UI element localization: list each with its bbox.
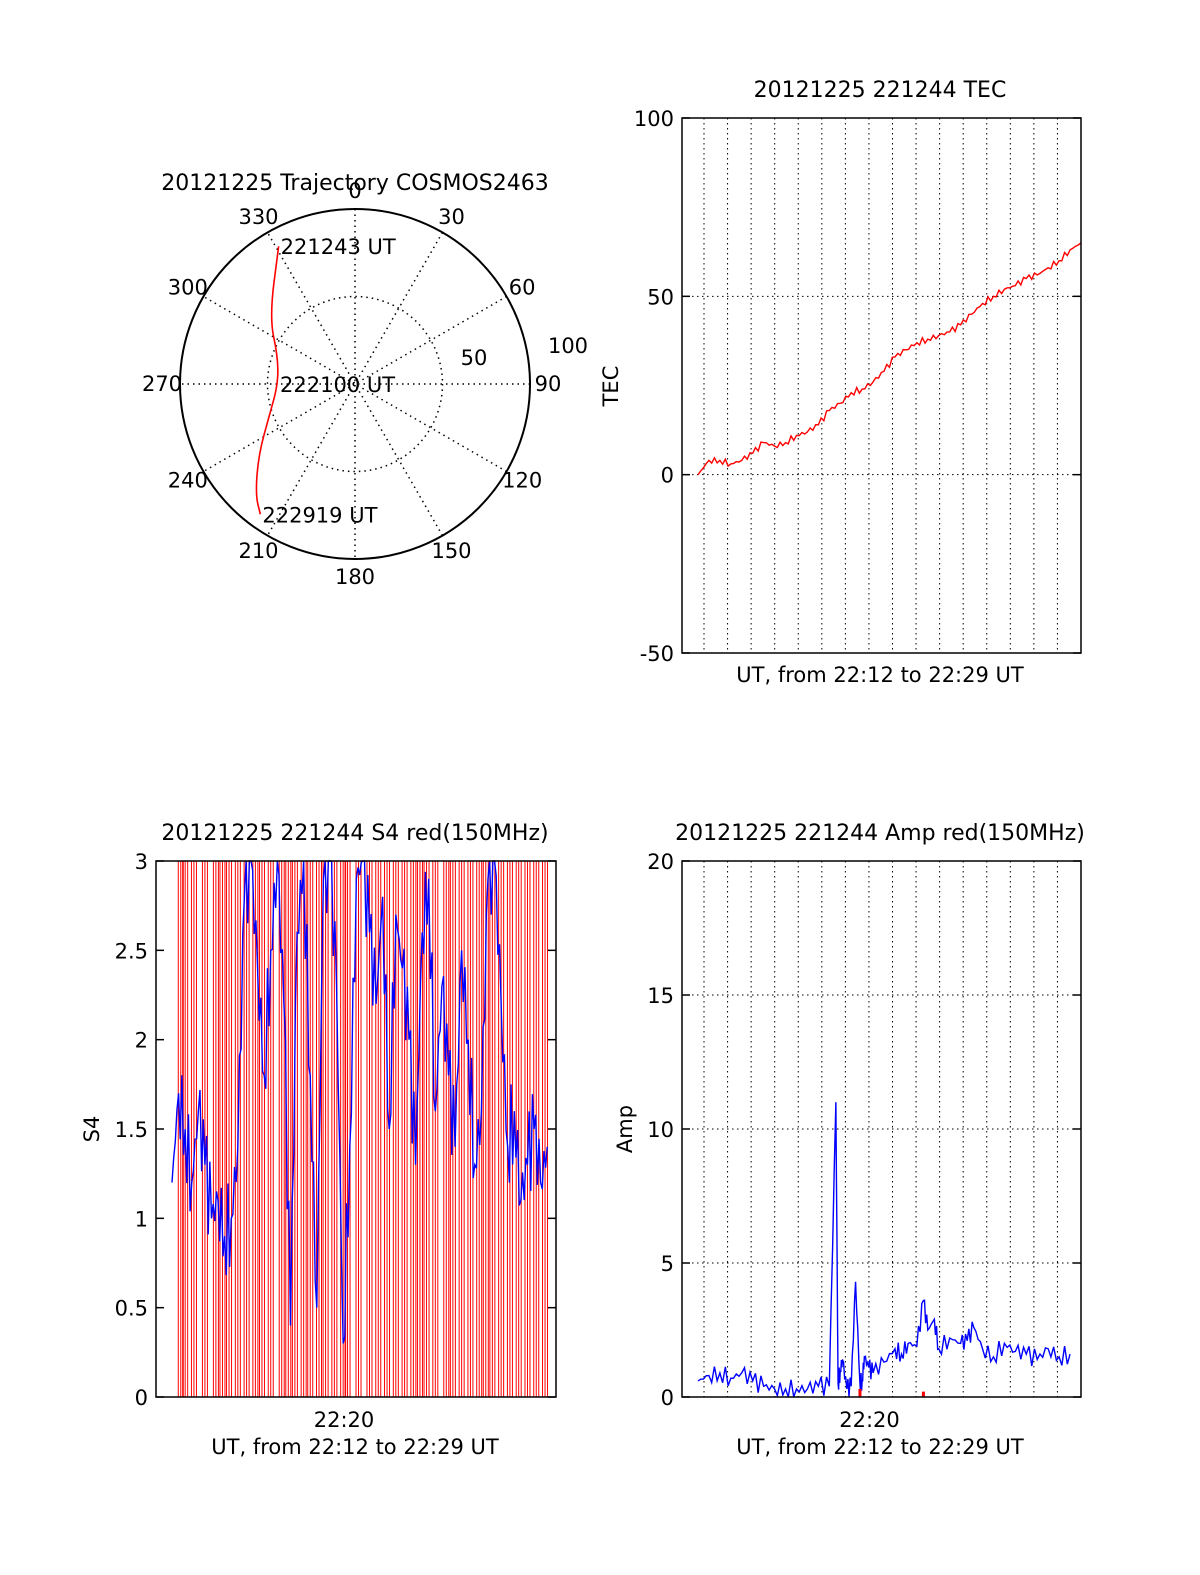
polar-radial-labels: 50 100 [461, 334, 588, 370]
amp-y-ticks: 20 15 10 5 0 [647, 850, 1081, 1410]
polar-angle-label: 270 [142, 372, 182, 396]
s4-chart: 20121225 221244 S4 red(150MHz) 3 2.5 2 1.5 1… [80, 821, 557, 1459]
y-tick-label: 20 [647, 850, 674, 874]
amp-chart: 20121225 221244 Amp red(150MHz) 20 15 10 5 0… [613, 821, 1085, 1459]
amp-grid [682, 861, 1081, 1397]
amp-y-label: Amp [613, 1105, 637, 1153]
y-tick-label: 2 [135, 1029, 148, 1053]
y-tick-label: 5 [661, 1252, 674, 1276]
s4-x-label: UT, from 22:12 to 22:29 UT [211, 1435, 499, 1459]
polar-radial-label: 50 [461, 346, 488, 370]
polar-angle-label: 60 [509, 276, 536, 300]
tec-grid [682, 118, 1081, 653]
polar-angle-label: 150 [431, 539, 471, 563]
tec-chart: 20121225 221244 TEC 100 50 0 -50 UT, from 2… [599, 78, 1082, 687]
y-tick-label: 2.5 [115, 939, 148, 963]
polar-angle-label: 210 [238, 539, 278, 563]
polar-ring-50 [266, 295, 444, 473]
trajectory-title: 20121225 Trajectory COSMOS2463 [161, 171, 548, 196]
polar-outer-ring [179, 208, 531, 560]
amp-plot-frame [681, 860, 1082, 1398]
s4-y-label: S4 [80, 1116, 104, 1143]
polar-spoke [266, 232, 444, 536]
amp-x-label: UT, from 22:12 to 22:29 UT [736, 1435, 1024, 1459]
s4-blue-line [171, 860, 548, 1344]
polar-radial-label: 100 [548, 334, 588, 358]
polar-angle-label: 90 [535, 372, 562, 396]
amp-x-ticks: 22:20 [839, 1408, 900, 1432]
tec-y-ticks: 100 50 0 -50 [634, 107, 1081, 666]
trajectory-series [255, 246, 280, 515]
y-tick-label: 3 [135, 850, 148, 874]
y-tick-label: 10 [647, 1118, 674, 1142]
trajectory-time-label: 222100 UT [280, 373, 395, 397]
y-tick-label: 100 [634, 107, 674, 131]
tec-y-label: TEC [599, 366, 623, 408]
polar-spoke [203, 295, 507, 473]
tec-plot-frame [681, 117, 1082, 654]
polar-angle-label: 30 [438, 205, 465, 229]
tec-x-label: UT, from 22:12 to 22:29 UT [736, 663, 1024, 687]
polar-angle-label: 0 [348, 179, 361, 203]
polar-grid [180, 209, 530, 559]
y-tick-label: 1 [135, 1207, 148, 1231]
y-tick-label: 0.5 [115, 1297, 148, 1321]
trajectory-annotations: 221243 UT 222100 UT 222919 UT [262, 235, 395, 527]
x-tick-label: 22:20 [314, 1408, 375, 1432]
s4-x-ticks: 22:20 [314, 1408, 375, 1432]
trajectory-time-label: 222919 UT [262, 503, 377, 527]
y-tick-label: 0 [135, 1386, 148, 1410]
polar-angle-label: 330 [238, 205, 278, 229]
y-tick-label: 0 [661, 1386, 674, 1410]
polar-angle-label: 240 [168, 469, 208, 493]
y-tick-label: 1.5 [115, 1118, 148, 1142]
tec-title: 20121225 221244 TEC [754, 78, 1007, 103]
y-tick-label: -50 [640, 642, 674, 666]
y-tick-label: 50 [647, 285, 674, 309]
y-tick-label: 0 [661, 464, 674, 488]
polar-spoke [203, 295, 507, 473]
trajectory-time-label: 221243 UT [281, 235, 396, 259]
amp-blue-line [697, 1102, 1071, 1399]
polar-angle-labels: 0 30 60 90 120 150 180 210 240 270 300 330 [142, 179, 561, 589]
trajectory-chart: 20121225 Trajectory COSMOS2463 0 30 60 90 12… [142, 171, 588, 589]
trajectory-line [255, 246, 280, 515]
polar-angle-label: 300 [168, 276, 208, 300]
polar-angle-label: 180 [335, 565, 375, 589]
tec-series [697, 242, 1082, 476]
x-tick-label: 22:20 [839, 1408, 900, 1432]
amp-series [697, 1102, 1071, 1399]
s4-title: 20121225 221244 S4 red(150MHz) [161, 821, 548, 846]
y-tick-label: 15 [647, 984, 674, 1008]
polar-angle-label: 120 [502, 469, 542, 493]
amp-title: 20121225 221244 Amp red(150MHz) [675, 821, 1085, 846]
polar-spoke [266, 232, 444, 536]
s4-series [171, 860, 549, 1397]
s4-y-ticks: 3 2.5 2 1.5 1 0.5 0 [115, 850, 556, 1410]
tec-line [697, 242, 1082, 476]
